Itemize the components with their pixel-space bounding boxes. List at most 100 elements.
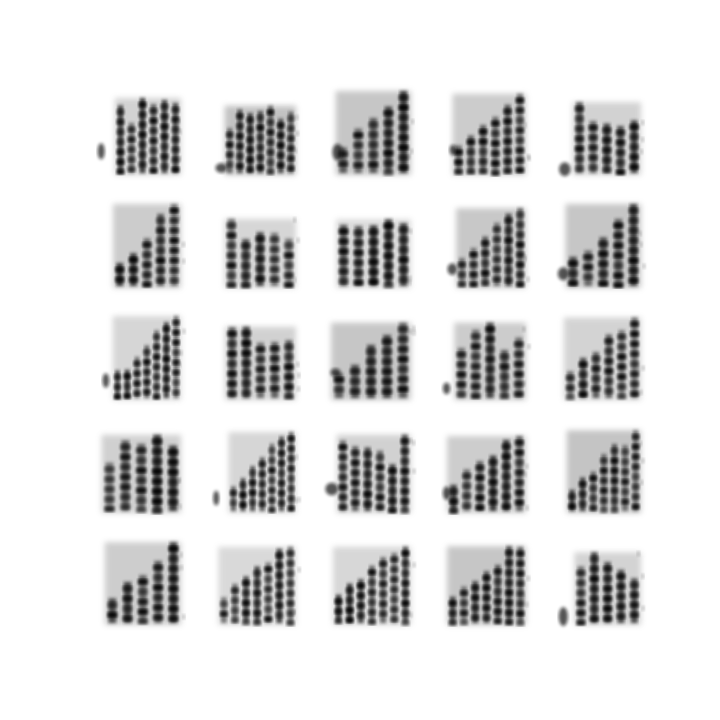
tile-column (170, 204, 178, 286)
tile-dot (488, 469, 498, 475)
tile-speckle (293, 217, 297, 223)
tile-column (605, 334, 613, 398)
tile-dot (383, 170, 394, 176)
tile-dot (400, 508, 409, 514)
tile-dot (516, 610, 525, 616)
tile-dot (338, 268, 349, 274)
tile-dot (128, 267, 138, 273)
tile-dot (366, 388, 377, 394)
tile-dot (491, 170, 500, 176)
tile-dot (256, 115, 264, 121)
tile-dot (575, 116, 584, 122)
tile-dot (241, 273, 251, 279)
tile-dot (286, 560, 295, 566)
tile-dot (127, 166, 136, 172)
tile-dot (578, 391, 588, 397)
tile-dot (401, 590, 410, 596)
tile-dot (471, 615, 480, 621)
tile-dot (515, 500, 524, 506)
tile-dot (338, 464, 347, 470)
tile-dot (138, 589, 148, 595)
tile-dot (338, 151, 348, 157)
tile-dot (334, 608, 343, 614)
tile-dot (629, 124, 639, 130)
sample-tile (97, 312, 186, 405)
tile-dot (256, 135, 264, 141)
tile-dot (454, 169, 463, 175)
tile-dot (226, 222, 237, 228)
tile-dot (629, 582, 639, 588)
tile-speckle (177, 477, 181, 483)
tile-dot (600, 488, 608, 494)
tile-speckle (523, 471, 527, 477)
tile-dot (632, 474, 640, 480)
tile-dot (491, 150, 500, 156)
tile-column (567, 371, 574, 398)
sample-tile (442, 537, 530, 630)
tile-dot (379, 591, 387, 597)
tile-dot (600, 498, 608, 504)
tile-dot (287, 486, 295, 492)
tile-dot (616, 573, 626, 579)
tile-dot (241, 350, 251, 356)
tile-dot (142, 242, 152, 248)
tile-speckle (178, 156, 182, 162)
tile-speckle (297, 497, 301, 503)
tile-blob (449, 144, 457, 156)
tile-dot (284, 252, 294, 258)
tile-dot (255, 236, 265, 242)
tile-dot (575, 136, 584, 142)
sample-tile (212, 200, 300, 293)
tile-column (250, 466, 256, 511)
tile-dot (454, 159, 463, 165)
tile-speckle (526, 276, 530, 282)
tile-dot (363, 451, 372, 457)
tile-dot (138, 122, 147, 128)
tile-dot (628, 238, 639, 243)
tile-dot (632, 484, 640, 490)
tile-dot (156, 267, 165, 273)
tile-dot (616, 593, 626, 599)
tile-dot (152, 468, 163, 474)
tile-dot (277, 132, 285, 138)
tile-column (369, 225, 378, 286)
tile-dot (516, 570, 525, 576)
tile-speckle (527, 154, 531, 160)
tile-column (384, 106, 393, 173)
tile-dot (366, 368, 377, 374)
tile-dot (604, 348, 614, 354)
tile-dot (275, 572, 284, 578)
tile-dot (353, 142, 364, 148)
tile-column (515, 337, 523, 398)
tile-dot (610, 468, 619, 474)
tile-speckle (523, 257, 527, 263)
tile-dot (242, 590, 250, 596)
tile-column (399, 91, 408, 173)
tile-dot (471, 343, 481, 349)
tile-dot (120, 444, 131, 450)
tile-dot (603, 596, 612, 602)
tile-column (463, 469, 471, 511)
tile-dot (505, 580, 513, 586)
tile-dot (128, 257, 138, 263)
tile-dot (588, 165, 598, 171)
tile-dot (269, 236, 280, 242)
sample-tile (557, 425, 645, 518)
tile-dot (628, 278, 639, 283)
tile-column (288, 111, 294, 173)
tile-dot (153, 575, 163, 581)
tile-dot (632, 494, 640, 500)
tile-dot (588, 135, 598, 141)
tile-dot (226, 242, 237, 248)
tile-dot (256, 155, 264, 161)
tile-dot (171, 137, 180, 143)
tile-speckle (412, 562, 416, 568)
tile-dot (368, 142, 379, 148)
tile-dot (488, 499, 498, 505)
tile-dot (398, 336, 409, 342)
tile-dot (457, 262, 466, 268)
tile-dot (258, 471, 266, 477)
tile-dot (401, 570, 410, 576)
tile-dot (504, 277, 513, 283)
tile-dot (116, 109, 125, 115)
